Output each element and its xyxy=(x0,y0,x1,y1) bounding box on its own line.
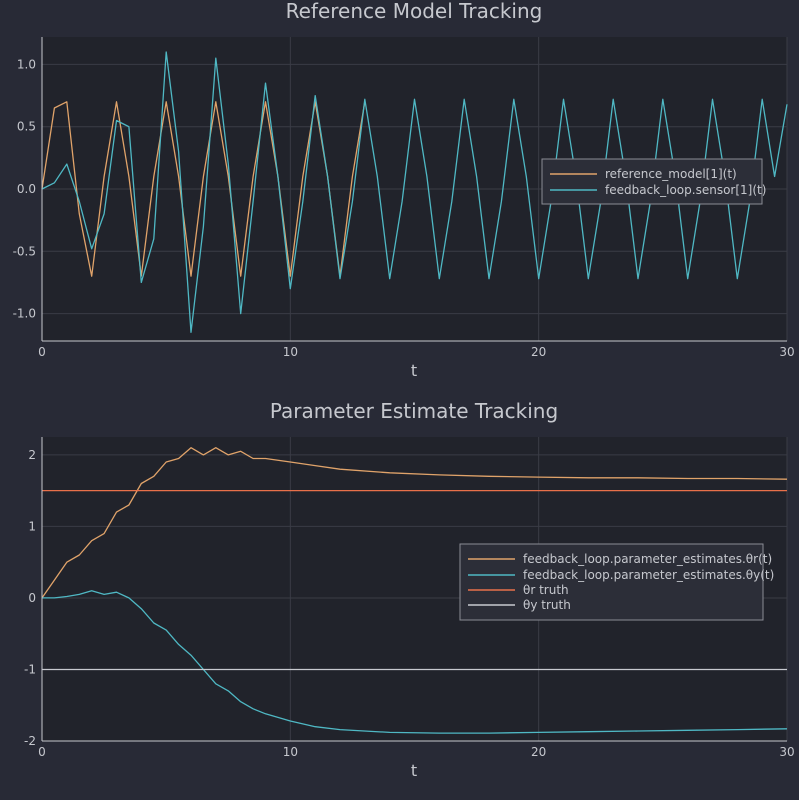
y-tick-label: 2 xyxy=(28,448,36,462)
series-line-1 xyxy=(41,51,788,333)
x-tick-label: 30 xyxy=(779,745,794,759)
legend-label-theta-y-estimate: feedback_loop.parameter_estimates.θy(t) xyxy=(523,568,774,582)
x-tick-label: 20 xyxy=(531,745,546,759)
y-tick-label: 0.5 xyxy=(17,120,36,134)
chart-title: Parameter Estimate Tracking xyxy=(270,399,558,423)
series-line-0 xyxy=(41,447,788,599)
series-group xyxy=(41,51,788,333)
x-tick-label: 0 xyxy=(38,345,46,359)
x-axis-label: t xyxy=(411,761,417,780)
y-tick-label: -1.0 xyxy=(13,307,36,321)
y-tick-label: 0 xyxy=(28,591,36,605)
x-tick-label: 30 xyxy=(779,345,794,359)
x-tick-label: 20 xyxy=(531,345,546,359)
y-tick-label: -0.5 xyxy=(13,244,36,258)
legend: feedback_loop.parameter_estimates.θr(t) … xyxy=(459,543,774,621)
y-tick-label: 1.0 xyxy=(17,57,36,71)
series-line-1 xyxy=(42,590,788,734)
legend-label-theta-r-estimate: feedback_loop.parameter_estimates.θr(t) xyxy=(523,552,772,566)
legend: reference_model[1](t) feedback_loop.sens… xyxy=(541,158,766,205)
panel-parameter-estimates: Parameter Estimate Tracking 0 10 20 30210-1… xyxy=(24,399,795,780)
x-tick-label: 10 xyxy=(283,745,298,759)
legend-label-sensor: feedback_loop.sensor[1](t) xyxy=(605,183,766,197)
x-tick-label: 0 xyxy=(38,745,46,759)
x-tick-label: 10 xyxy=(283,345,298,359)
tick-labels: 0 10 20 30 1.0 0.5 0.0 -0.5 -1.0 xyxy=(13,57,795,359)
y-tick-label: 0.0 xyxy=(17,182,36,196)
legend-box xyxy=(459,543,764,621)
legend-label-theta-y-truth: θy truth xyxy=(523,598,571,612)
x-axis-label: t xyxy=(411,361,417,380)
chart-title: Reference Model Tracking xyxy=(286,0,543,23)
y-tick-label: 1 xyxy=(28,519,36,533)
series-group xyxy=(41,447,788,734)
legend-label-reference-model: reference_model[1](t) xyxy=(605,167,737,181)
panel-reference-model: Reference Model Tracking 0 10 20 30 1.0 0.5 0.… xyxy=(13,0,795,380)
y-tick-label: -2 xyxy=(24,734,36,748)
legend-label-theta-r-truth: θr truth xyxy=(523,583,569,597)
legend-box xyxy=(541,158,763,205)
y-tick-label: -1 xyxy=(24,662,36,676)
